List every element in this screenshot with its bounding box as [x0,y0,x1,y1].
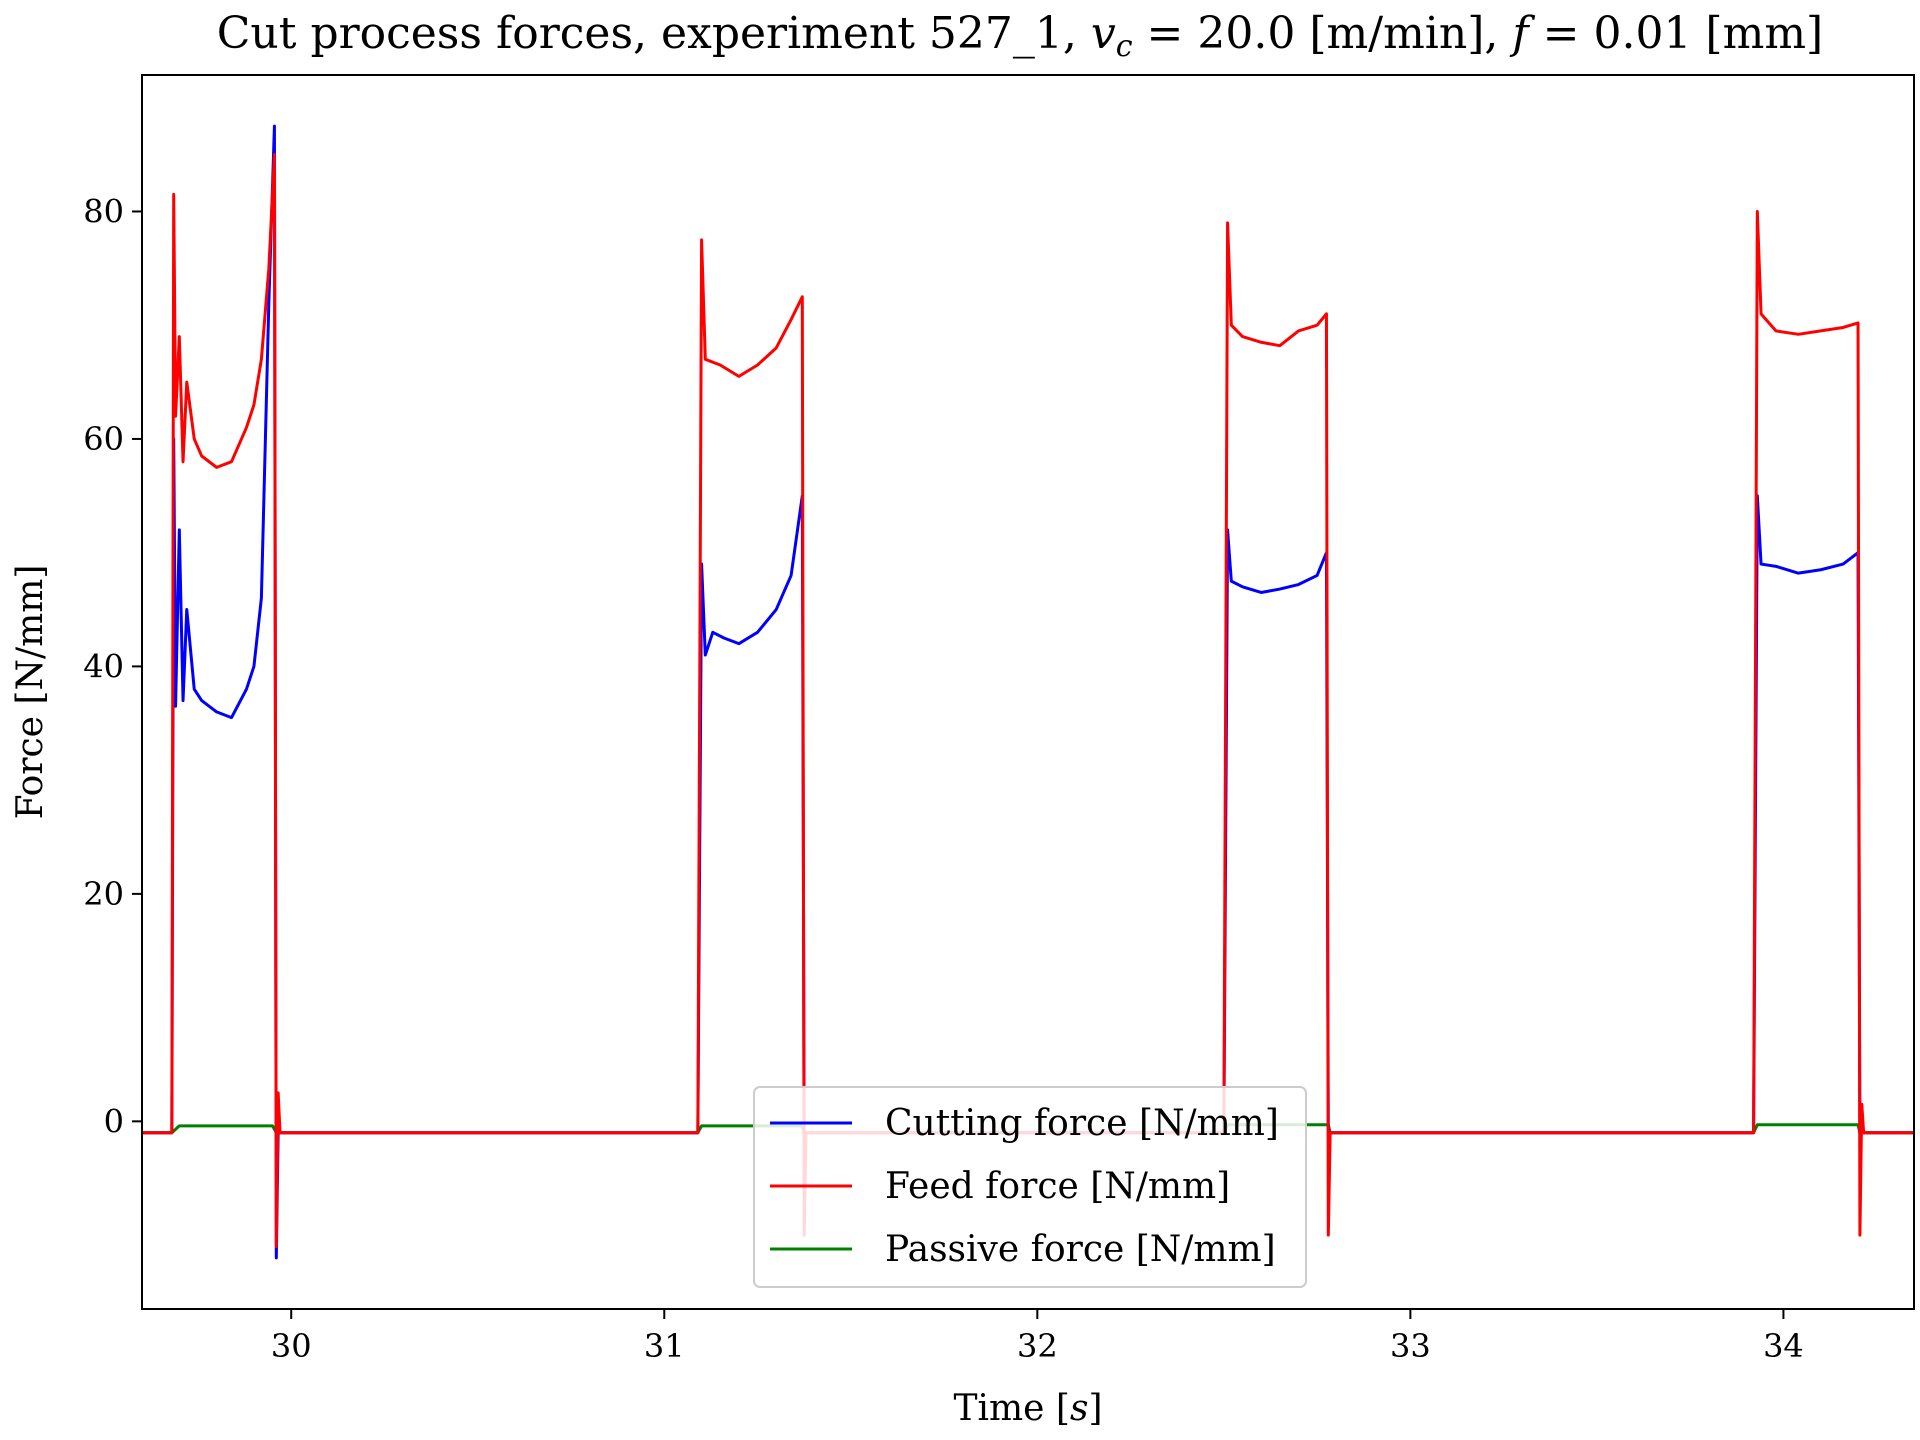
y-tick-label: 60 [83,420,124,458]
x-tick-label: 33 [1390,1327,1431,1365]
y-tick-label: 40 [83,647,124,685]
legend: Cutting force [N/mm] Feed force [N/mm] Pas… [753,1086,1307,1288]
x-axis-label: Time [s] [954,1388,1103,1429]
ticks-layer: 30 31 32 33 34 0 20 40 60 80 [83,192,1804,1365]
y-tick-label: 20 [83,875,124,913]
y-tick-label: 0 [104,1102,124,1140]
legend-label: Cutting force [N/mm] [885,1103,1279,1144]
x-tick-label: 32 [1017,1327,1058,1365]
plot-frame [141,74,1915,1310]
x-tick-label: 30 [271,1327,312,1365]
y-axis-label: Force [N/mm] [10,565,51,820]
legend-label: Passive force [N/mm] [885,1229,1276,1270]
x-tick-label: 34 [1763,1327,1804,1365]
legend-label: Feed force [N/mm] [885,1166,1230,1207]
chart-title: Cut process forces, experiment 527_1, vc… [217,8,1823,64]
legend-box [753,1086,1307,1288]
x-tick-label: 31 [644,1327,685,1365]
y-tick-label: 80 [83,192,124,230]
series-line-feed [142,153,1914,1248]
